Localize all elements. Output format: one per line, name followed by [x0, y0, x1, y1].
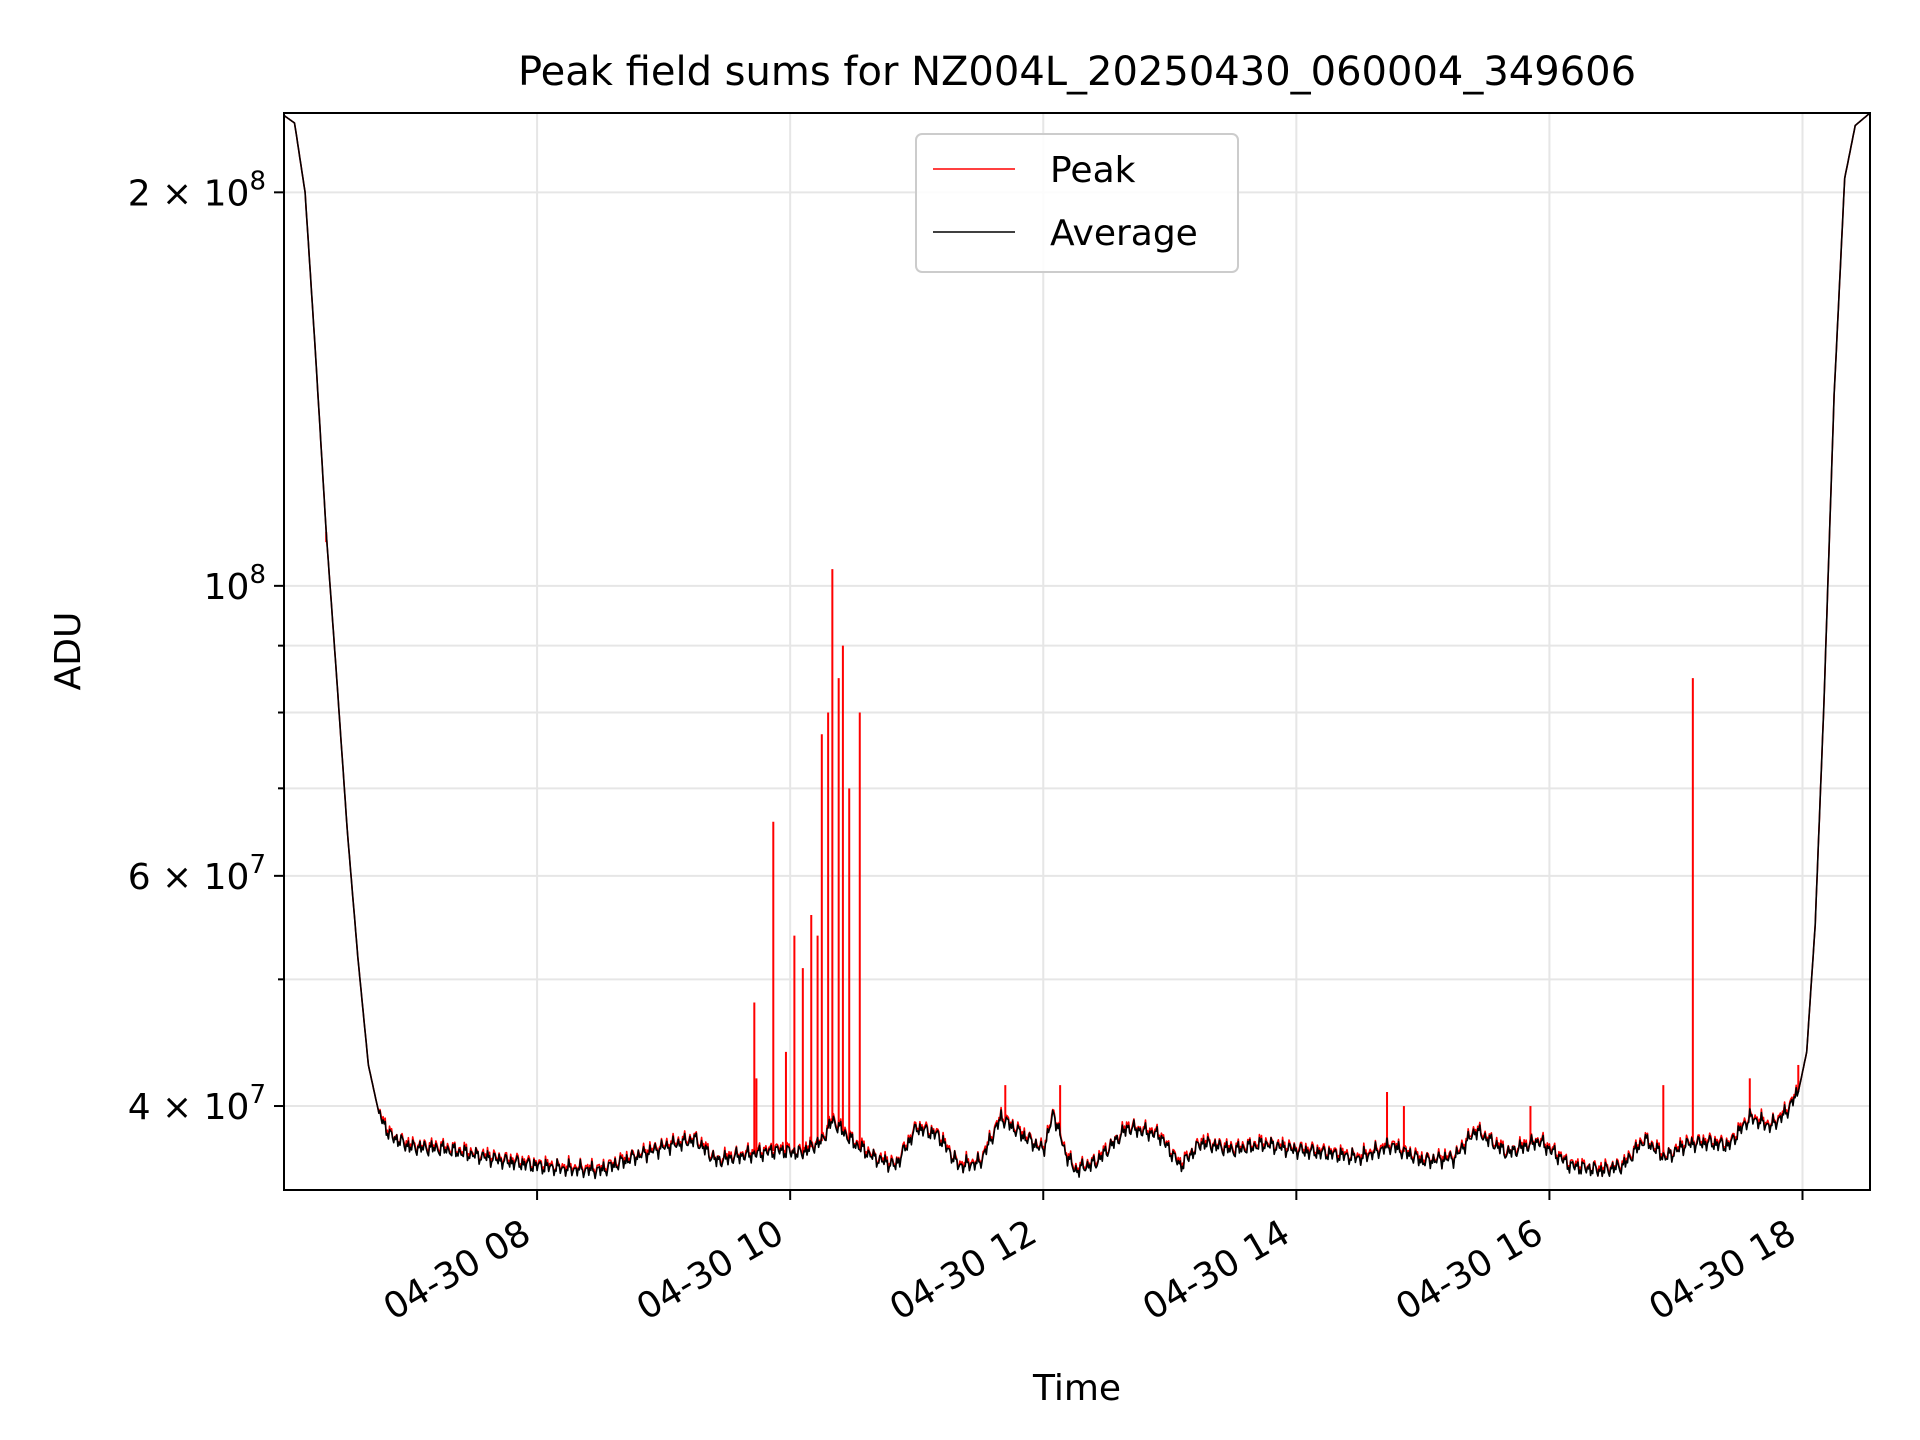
average-series-line — [284, 113, 1870, 1180]
grid — [284, 113, 1870, 1190]
y-tick-label: 4 × 107 — [128, 1080, 266, 1128]
y-axis-label: ADU — [48, 612, 89, 691]
y-tick-label: 6 × 107 — [128, 850, 266, 898]
y-tick-label: 108 — [204, 560, 266, 608]
plot-area — [284, 113, 1870, 1180]
legend-label-peak: Peak — [1050, 150, 1136, 191]
y-tick-label: 2 × 108 — [128, 166, 266, 214]
legend-label-average: Average — [1050, 213, 1198, 254]
chart-title: Peak field sums for NZ004L_20250430_0600… — [518, 49, 1636, 95]
legend: Peak Average — [915, 133, 1239, 273]
x-axis-label: Time — [1032, 1368, 1121, 1409]
plot-frame — [283, 112, 1871, 1191]
